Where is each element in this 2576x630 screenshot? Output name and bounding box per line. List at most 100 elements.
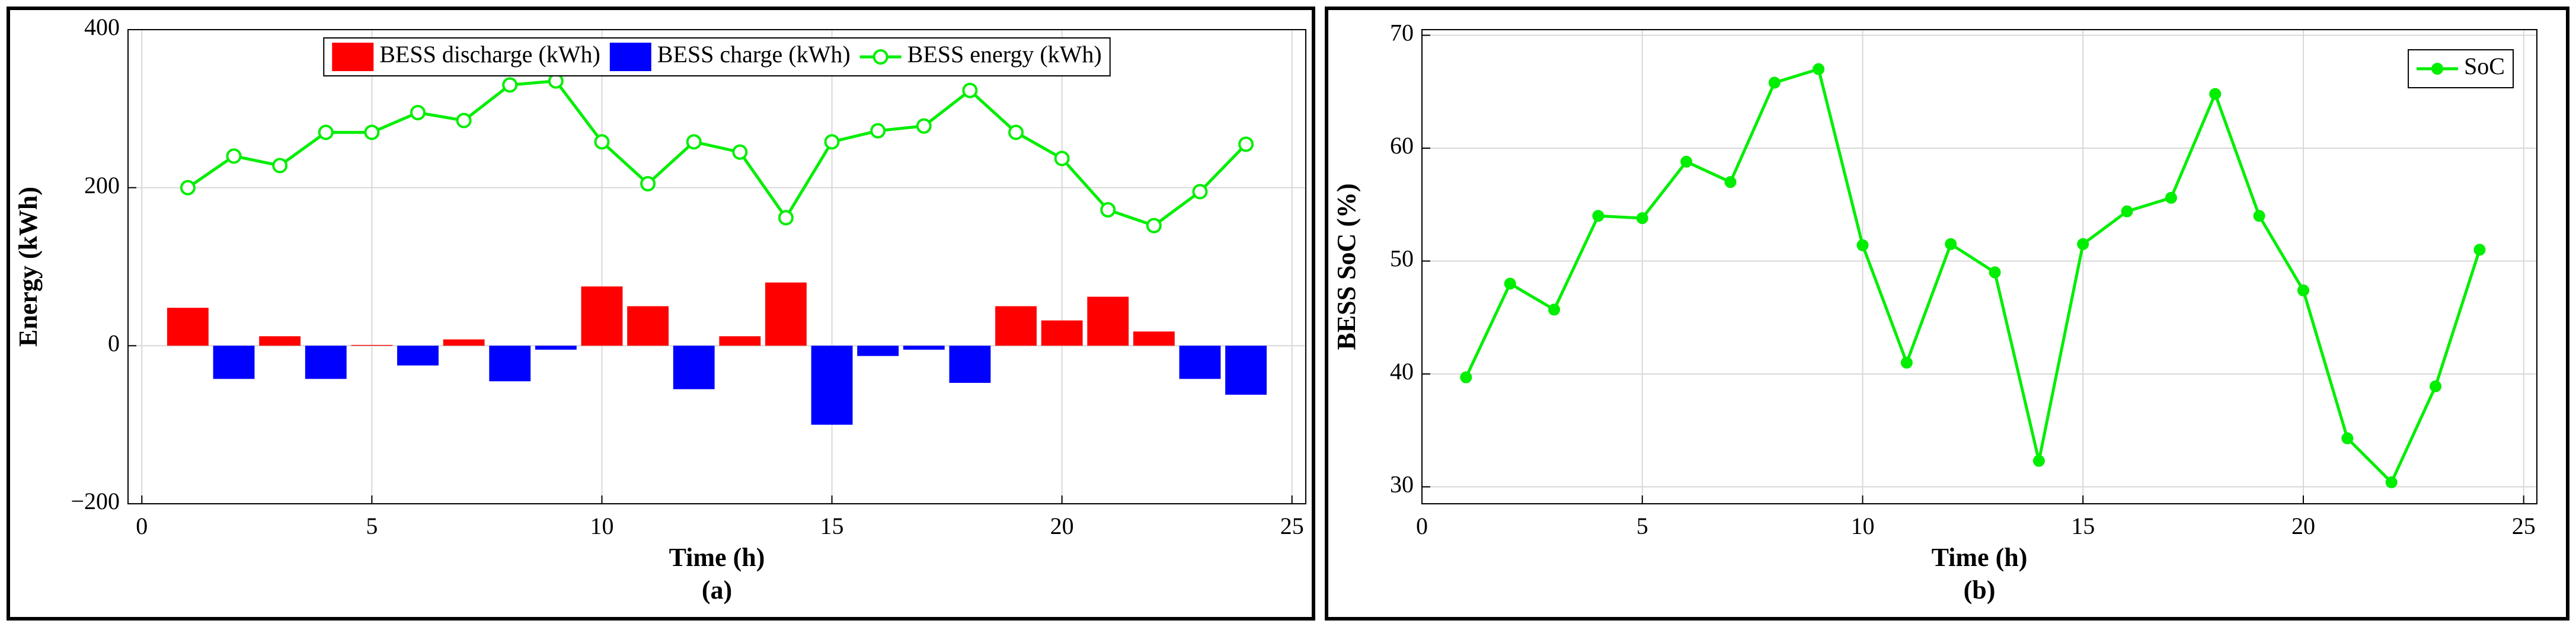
y-tick-label: 50 [1390,245,1414,272]
x-tick-label: 0 [136,513,148,539]
y-tick-label: 40 [1390,358,1414,385]
marker [318,124,334,140]
bar [811,346,853,425]
caption: (b) [1964,575,1996,605]
line [1465,67,2481,485]
y-tick-label: 60 [1390,132,1414,159]
marker [824,134,840,150]
x-tick-label: 10 [1850,513,1874,539]
marker [1856,239,1869,251]
marker [1238,136,1254,152]
legend-item: BESS energy (kWh) [859,41,1102,68]
x-tick-label: 15 [2071,513,2095,539]
x-tick-label: 25 [1280,513,1304,539]
bar [259,336,301,346]
bar [305,346,347,379]
x-tick-label: 5 [366,513,378,539]
y-tick-label: 400 [84,14,120,40]
marker [2121,205,2133,218]
bar [719,336,761,346]
marker [1592,210,1605,222]
marker [456,113,472,129]
plot-area [1422,30,2537,504]
marker [1945,238,1957,250]
bar [903,346,945,350]
marker [410,105,426,120]
marker [272,158,288,174]
marker [1146,218,1162,234]
legend-box [323,37,1111,76]
plot-area [128,30,1306,504]
y-tick-label: 70 [1390,20,1414,46]
bar [1041,320,1083,346]
plot-frame [1421,29,2537,504]
x-tick-label: 20 [1050,513,1074,539]
bar [1087,296,1129,346]
bar [1179,346,1221,379]
legend-marker [2431,63,2444,75]
marker [1768,76,1781,89]
legend-label: SoC [2464,53,2505,79]
marker [2297,284,2309,296]
bar [397,346,439,366]
marker [2473,244,2486,256]
bar [1225,346,1267,395]
bar [765,282,807,346]
marker [1548,303,1561,316]
x-tick-label: 20 [2291,513,2315,539]
marker [686,134,702,150]
marker [1008,124,1024,140]
marker [2077,238,2089,250]
y-axis-label: BESS SoC (%) [1332,183,1361,350]
bar [857,346,899,356]
legend-swatch [609,43,651,71]
x-tick-label: 25 [2512,513,2536,539]
y-tick-label: 0 [108,330,120,357]
bar [535,346,577,350]
y-tick-label: 30 [1390,471,1414,498]
x-tick-label: 5 [1637,513,1648,539]
bar [581,286,623,346]
legend-label: BESS discharge (kWh) [379,41,600,68]
marker [180,180,196,196]
legend-item: SoC [2417,53,2505,79]
legend-item: BESS charge (kWh) [609,41,851,71]
marker [1460,371,1472,383]
x-tick-label: 0 [1416,513,1428,539]
panel-border [7,7,1315,621]
bar [673,346,715,389]
x-tick-label: 15 [820,513,844,539]
marker [2032,455,2045,467]
y-axis-label: Energy (kWh) [14,187,43,347]
y-tick-label: −200 [71,488,120,514]
marker [1724,176,1737,188]
marker [594,134,610,150]
x-axis-label: Time (h) [1932,543,2028,572]
marker [2209,88,2222,100]
marker [226,148,242,164]
x-axis-label: Time (h) [669,543,765,572]
bar [443,339,485,346]
bar [949,346,991,383]
marker [1636,212,1648,225]
marker [870,123,886,139]
marker [1504,277,1516,290]
marker [2430,380,2441,392]
marker [732,144,748,160]
legend-label: BESS charge (kWh) [657,41,851,68]
legend-label: BESS energy (kWh) [907,41,1102,68]
bar [995,306,1037,346]
marker [1813,63,1825,75]
plot-frame [127,29,1306,504]
legend-swatch [332,43,374,71]
marker [962,82,978,98]
marker [640,176,656,191]
marker [502,77,518,93]
bar [351,345,393,346]
legend: BESS discharge (kWh) BESS charge (kWh) BES… [323,37,1111,76]
marker [2385,476,2398,488]
bar [489,346,531,382]
bar [167,308,209,346]
caption: (a) [702,575,732,605]
